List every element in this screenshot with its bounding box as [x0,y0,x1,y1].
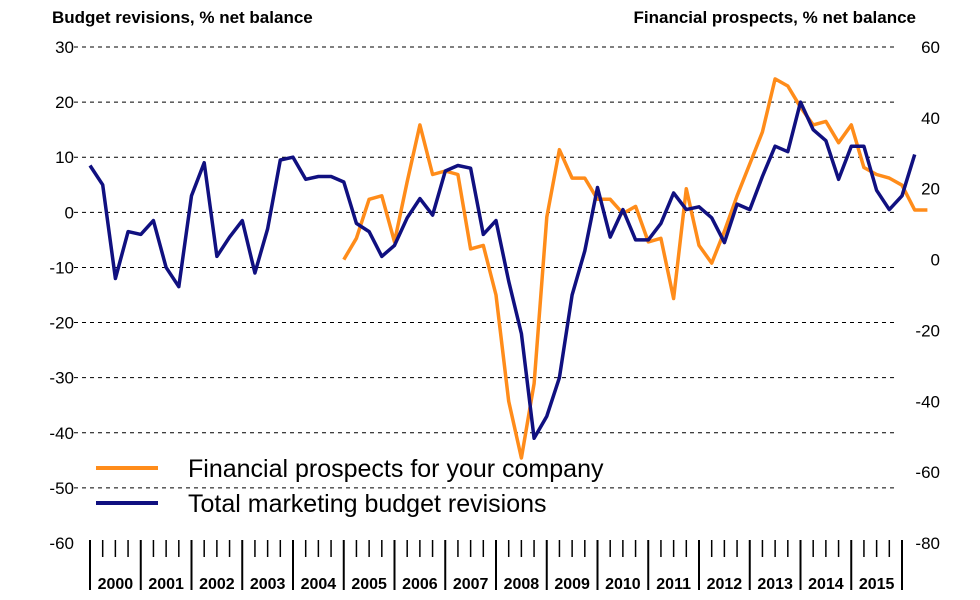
x-axis: 2000 2001 2002 2003 2004 2005 2006 2007 2008 2009… [89,540,903,593]
left-tick-label: -50 [49,479,74,498]
x-year-label: 2008 [504,576,540,593]
left-tick-label: -40 [49,424,74,443]
left-y-axis: 30 20 10 0 -10 -20 -30 -40 -50 -60 [49,38,74,553]
left-tick-label: 20 [55,93,74,112]
x-year-label: 2001 [148,576,184,593]
x-year-label: 2011 [656,576,691,593]
x-year-label: 2004 [301,576,337,593]
x-year-label: 2002 [199,576,235,593]
left-tick-label: -20 [49,314,74,333]
legend: Financial prospects for your company Tota… [96,455,604,518]
x-year-label: 2006 [402,576,438,593]
legend-label: Total marketing budget revisions [188,490,547,518]
x-year-label: 2012 [707,576,743,593]
legend-label: Financial prospects for your company [188,455,604,483]
right-tick-label: 0 [931,251,940,270]
series-line-financial-prospects [342,77,928,460]
x-year-label: 2010 [605,576,641,593]
right-tick-label: 20 [921,180,940,199]
x-year-label: 2014 [808,576,844,593]
x-year-label: 2000 [98,576,134,593]
right-tick-label: 60 [921,38,940,57]
left-tick-label: -10 [49,258,74,277]
left-axis-title: Budget revisions, % net balance [52,8,313,27]
right-axis-title: Financial prospects, % net balance [634,8,916,27]
series-line-budget-revisions [88,100,917,441]
x-year-label: 2005 [351,576,387,593]
left-tick-label: -30 [49,369,74,388]
gridlines [74,46,898,489]
right-tick-label: -80 [915,534,940,553]
left-tick-label: -60 [49,534,74,553]
x-year-label: 2013 [757,576,793,593]
x-year-label: 2015 [859,576,895,593]
right-y-axis: 60 40 20 0 -20 -40 -60 -80 [915,38,940,553]
right-tick-label: -60 [915,463,940,482]
right-tick-label: -40 [915,392,940,411]
right-tick-label: -20 [915,321,940,340]
right-tick-label: 40 [921,109,940,128]
left-tick-label: 30 [55,38,74,57]
left-tick-label: 10 [55,148,74,167]
series-layer [88,77,928,460]
x-year-label: 2007 [453,576,489,593]
left-tick-label: 0 [65,203,74,222]
x-year-label: 2003 [250,576,286,593]
x-year-label: 2009 [554,576,590,593]
